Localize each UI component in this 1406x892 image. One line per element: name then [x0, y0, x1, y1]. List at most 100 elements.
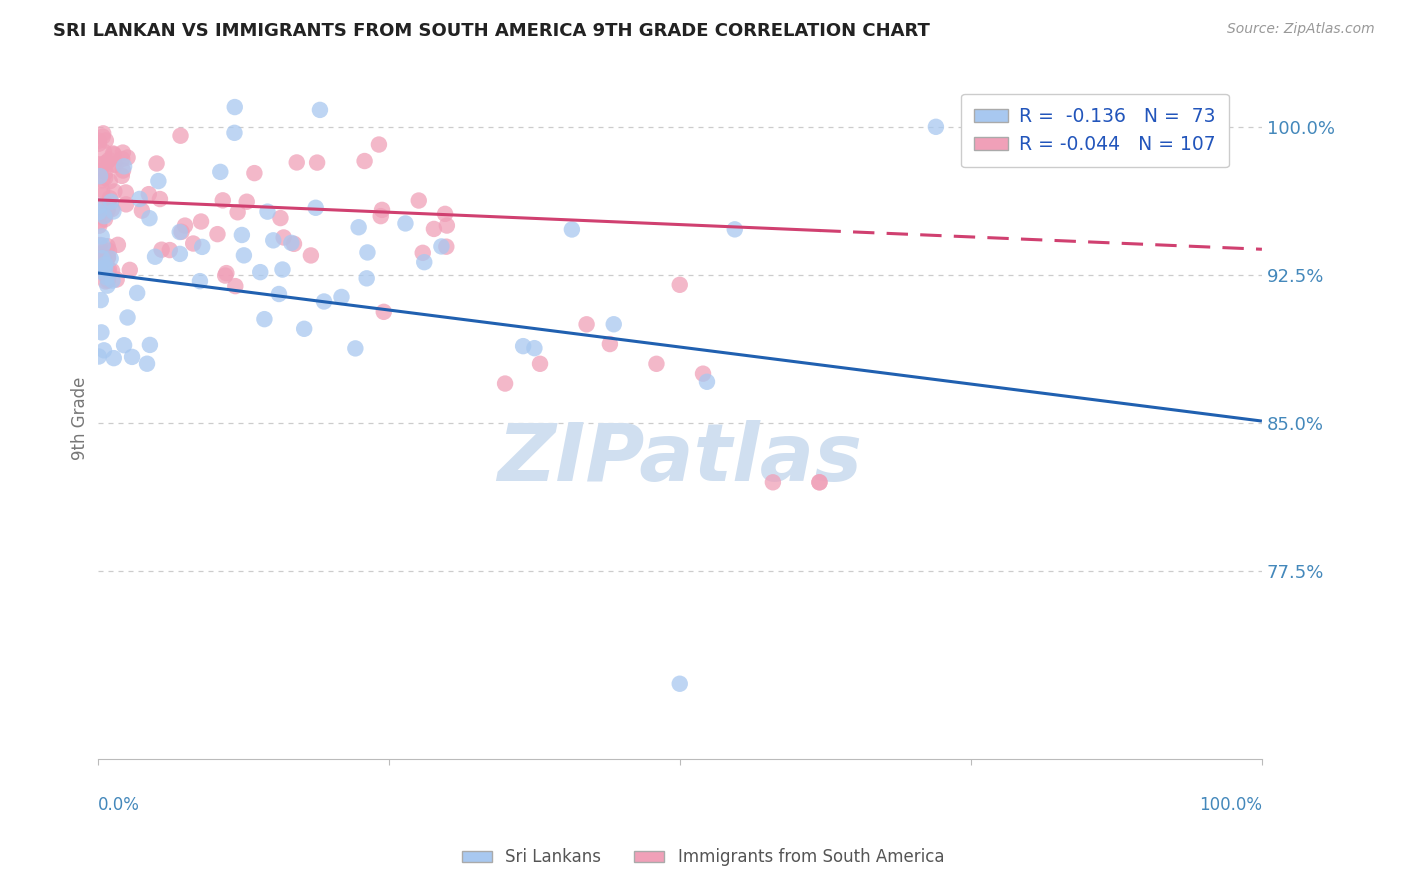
Point [214, 268, 236, 283]
Point [169, 225, 191, 239]
Y-axis label: 9th Grade: 9th Grade [72, 376, 89, 459]
Point [523, 341, 546, 355]
Point [87, 205, 110, 219]
Point [368, 137, 391, 152]
Point [188, 274, 211, 288]
Point [494, 376, 516, 391]
Point [131, 203, 153, 218]
Point [370, 209, 392, 223]
Point [103, 204, 125, 219]
Point [145, 156, 167, 170]
Point [808, 475, 831, 490]
Point [299, 248, 322, 262]
Text: SRI LANKAN VS IMMIGRANTS FROM SOUTH AMERICA 9TH GRADE CORRELATION CHART: SRI LANKAN VS IMMIGRANTS FROM SOUTH AMER… [53, 22, 931, 40]
Text: 0.0%: 0.0% [97, 797, 139, 814]
Point [312, 294, 335, 309]
Point [101, 202, 124, 217]
Point [91, 129, 114, 144]
Point [253, 312, 276, 326]
Point [87, 136, 110, 151]
Point [94, 257, 117, 271]
Point [529, 357, 551, 371]
Point [93, 145, 115, 159]
Point [91, 238, 114, 252]
Point [1111, 120, 1133, 134]
Point [87, 134, 110, 148]
Legend: R =  -0.136   N =  73, R = -0.044   N = 107: R = -0.136 N = 73, R = -0.044 N = 107 [962, 94, 1229, 168]
Point [305, 201, 328, 215]
Point [159, 243, 181, 257]
Point [169, 128, 191, 143]
Point [101, 146, 124, 161]
Point [103, 185, 125, 199]
Point [808, 475, 831, 490]
Point [117, 310, 139, 325]
Point [89, 164, 111, 178]
Point [408, 194, 430, 208]
Point [127, 285, 149, 300]
Point [181, 236, 204, 251]
Point [87, 157, 110, 171]
Point [692, 367, 714, 381]
Point [434, 207, 457, 221]
Point [283, 236, 305, 251]
Point [436, 219, 458, 233]
Point [138, 187, 160, 202]
Point [97, 251, 120, 265]
Point [512, 339, 534, 353]
Point [112, 159, 135, 173]
Point [94, 260, 117, 274]
Point [434, 240, 457, 254]
Point [599, 337, 621, 351]
Point [94, 133, 117, 147]
Point [267, 287, 290, 301]
Point [150, 243, 173, 257]
Point [273, 230, 295, 244]
Point [89, 238, 111, 252]
Point [90, 229, 112, 244]
Point [89, 169, 111, 183]
Point [762, 475, 785, 490]
Point [603, 318, 626, 332]
Point [91, 188, 114, 202]
Point [170, 225, 193, 239]
Point [97, 250, 120, 264]
Point [121, 350, 143, 364]
Point [105, 272, 128, 286]
Point [353, 154, 375, 169]
Text: 100.0%: 100.0% [1199, 797, 1263, 814]
Point [111, 145, 134, 160]
Point [925, 120, 948, 134]
Point [93, 156, 115, 170]
Point [190, 214, 212, 228]
Point [561, 222, 583, 236]
Point [112, 338, 135, 352]
Point [575, 318, 598, 332]
Point [356, 271, 378, 285]
Point [394, 216, 416, 230]
Point [724, 222, 747, 236]
Point [107, 237, 129, 252]
Point [226, 205, 249, 219]
Point [91, 264, 114, 278]
Point [430, 239, 453, 253]
Point [89, 264, 111, 278]
Point [91, 245, 114, 260]
Point [97, 273, 120, 287]
Point [412, 245, 434, 260]
Point [93, 343, 115, 358]
Point [93, 252, 115, 266]
Point [645, 357, 668, 371]
Point [347, 220, 370, 235]
Point [413, 255, 436, 269]
Point [103, 351, 125, 365]
Point [94, 165, 117, 179]
Point [94, 208, 117, 222]
Point [94, 261, 117, 276]
Point [668, 677, 690, 691]
Point [191, 240, 214, 254]
Point [271, 262, 294, 277]
Point [224, 126, 246, 140]
Point [148, 174, 170, 188]
Point [111, 169, 134, 183]
